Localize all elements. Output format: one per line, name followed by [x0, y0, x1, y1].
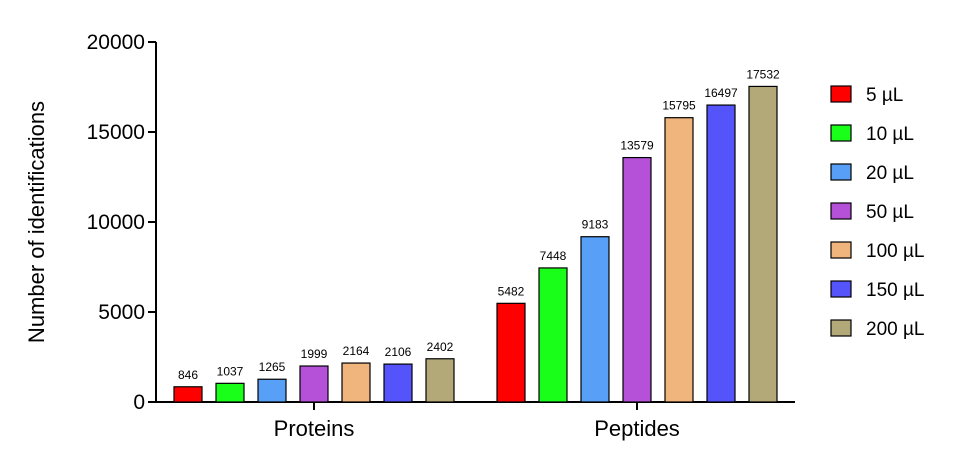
bar — [341, 362, 371, 403]
bar-value-label: 13579 — [620, 139, 654, 153]
bars — [173, 85, 778, 403]
bar — [748, 85, 778, 403]
legend-swatch — [830, 124, 852, 142]
legend-label: 10 µL — [866, 124, 914, 145]
legend-label: 5 µL — [866, 85, 903, 106]
x-category-label: Peptides — [594, 416, 680, 441]
legend-swatch — [830, 280, 852, 298]
bar — [622, 156, 652, 403]
legend-label: 50 µL — [866, 202, 914, 223]
bar-value-label: 17532 — [746, 67, 780, 81]
bar-value-label: 7448 — [540, 249, 567, 263]
bar-value-label: 1999 — [301, 347, 328, 361]
legend: 5 µL 10 µL 20 µL 50 µL 100 µL 150 µL 200 µL — [830, 85, 925, 340]
bar-value-label: 16497 — [704, 86, 738, 100]
y-tick-label: 0 — [133, 391, 145, 414]
legend-label: 200 µL — [866, 319, 925, 340]
y-axis-title: Number of identifications — [24, 101, 49, 343]
legend-label: 150 µL — [866, 280, 925, 301]
bar — [706, 104, 736, 403]
bar — [538, 267, 568, 403]
legend-label: 20 µL — [866, 163, 914, 184]
legend-swatch — [830, 319, 852, 337]
axes — [155, 42, 795, 403]
bar-value-label: 5482 — [498, 284, 525, 298]
x-category-label: Proteins — [274, 416, 355, 441]
y-tick-label: 15000 — [87, 121, 145, 144]
bar — [257, 378, 287, 403]
bar-value-label: 15795 — [662, 99, 696, 113]
legend-label: 100 µL — [866, 241, 925, 262]
bar-value-label: 2106 — [385, 345, 412, 359]
bar — [299, 365, 329, 403]
bar-value-label: 2164 — [343, 344, 370, 358]
y-tick-label: 5000 — [98, 301, 145, 324]
y-tick-label: 10000 — [87, 211, 145, 234]
bar-value-label: 2402 — [427, 340, 454, 354]
y-axis-ticks: 0 5000 10000 15000 20000 — [87, 31, 156, 414]
legend-swatch — [830, 85, 852, 103]
bar-value-label: 846 — [178, 368, 198, 382]
data-labels: 846 1037 1265 1999 2164 2106 2402 5482 7448 9183 1… — [178, 67, 780, 381]
y-tick-label: 20000 — [87, 31, 145, 54]
bar — [664, 117, 694, 403]
bar-value-label: 9183 — [582, 218, 609, 232]
legend-swatch — [830, 163, 852, 181]
bar-value-label: 1037 — [217, 364, 244, 378]
bar — [496, 302, 526, 403]
bar-value-label: 1265 — [259, 360, 286, 374]
bar — [215, 382, 245, 403]
bar — [173, 386, 203, 403]
legend-swatch — [830, 241, 852, 259]
bar — [383, 363, 413, 403]
bar — [425, 358, 455, 403]
bar — [580, 236, 610, 403]
legend-swatch — [830, 202, 852, 220]
x-axis-ticks: Proteins Peptides — [274, 402, 680, 441]
